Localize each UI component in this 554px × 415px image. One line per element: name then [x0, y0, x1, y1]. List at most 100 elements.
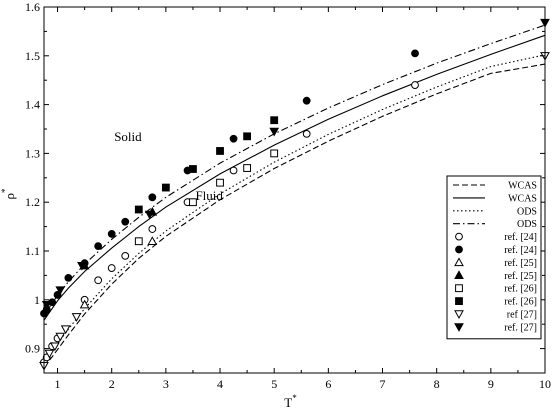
data-point-circle-open	[148, 225, 157, 233]
data-point-circle-filled	[94, 242, 103, 251]
legend-label: ODS	[517, 219, 537, 230]
data-point-square-filled	[270, 116, 279, 125]
x-tick-label: 5	[271, 377, 277, 391]
x-tick-label: 4	[217, 377, 223, 391]
data-point-triangle-down-filled	[41, 300, 52, 310]
data-point-circle-filled	[302, 96, 311, 105]
data-point-triangle-down-open	[44, 349, 55, 359]
x-axis-label-sup: *	[292, 393, 297, 403]
data-point-circle-filled	[148, 193, 157, 202]
data-point-triangle-down-open	[49, 342, 60, 352]
data-point-circle-filled	[121, 217, 130, 226]
series-0	[43, 63, 546, 368]
legend-label: ref. [24]	[504, 232, 537, 243]
y-axis-label-main: ρ	[2, 193, 17, 200]
x-tick-label: 1	[55, 377, 61, 391]
data-point-square-open	[189, 198, 197, 207]
data-point-circle-open	[107, 264, 116, 272]
series-9	[134, 116, 279, 214]
legend-swatch-marker	[454, 257, 464, 267]
y-tick-label: 0.9	[25, 342, 40, 356]
x-tick-label: 2	[109, 377, 115, 391]
y-tick-label: 1.4	[25, 98, 40, 112]
legend-label: ref. [25]	[504, 271, 537, 282]
data-point-triangle-up-open	[79, 299, 90, 309]
series-line-dashed	[43, 63, 546, 368]
x-tick-label: 7	[380, 377, 386, 391]
data-point-square-open	[134, 237, 143, 246]
legend-label: WCAS	[508, 193, 537, 204]
series-8	[134, 149, 279, 246]
series-7	[79, 206, 158, 270]
data-point-circle-filled	[107, 230, 116, 238]
x-tick-label: 3	[163, 377, 169, 391]
series-6	[79, 236, 158, 309]
legend-entry: ref. [24]	[455, 232, 537, 243]
data-point-square-filled	[161, 183, 170, 192]
legend-entry: ref. [25]	[454, 257, 537, 269]
data-point-square-filled	[189, 165, 197, 173]
series-1	[43, 34, 546, 321]
data-point-triangle-down-filled	[55, 286, 66, 296]
y-tick-label: 1.3	[25, 146, 40, 160]
legend-label: ref [27]	[507, 310, 537, 321]
x-tick-label: 6	[325, 377, 331, 391]
y-tick-label: 1	[34, 293, 40, 307]
x-tick-label: 9	[488, 377, 494, 391]
legend-entry: ref. [25]	[454, 270, 537, 282]
data-point-circle-filled	[229, 134, 238, 143]
legend-label: WCAS	[508, 181, 537, 192]
series-4	[40, 81, 419, 367]
data-point-triangle-down-open	[60, 325, 71, 335]
data-point-square-open	[270, 149, 279, 158]
legend-swatch-marker	[454, 270, 464, 279]
legend-entry: WCAS	[453, 193, 537, 204]
data-point-triangle-down-open	[55, 332, 66, 342]
region-label: Fluid	[195, 188, 223, 203]
data-point-circle-open	[302, 129, 311, 138]
data-point-triangle-down-open	[71, 313, 82, 322]
series-11	[41, 18, 550, 310]
legend-entry: ref. [26]	[455, 297, 537, 308]
data-point-circle-open	[121, 251, 130, 260]
x-tick-label: 10	[539, 377, 551, 391]
legend-entry: ODS	[453, 206, 537, 217]
legend-swatch-marker	[454, 323, 464, 332]
legend-entry: ref. [27]	[454, 322, 537, 333]
legend-swatch-marker	[454, 310, 464, 320]
legend-swatch-marker	[455, 245, 463, 254]
data-point-square-filled	[134, 205, 143, 214]
legend-label: ref. [25]	[504, 258, 537, 269]
legend-swatch-marker	[455, 232, 463, 241]
y-tick-label: 1.6	[25, 0, 40, 14]
x-axis-label: T*	[284, 393, 297, 410]
legend-label: ref. [26]	[504, 284, 537, 295]
data-point-square-open	[216, 178, 224, 187]
y-axis-label-sup: *	[0, 188, 10, 193]
data-point-triangle-down-filled	[77, 261, 87, 271]
legend-entry: ref [27]	[454, 310, 537, 321]
data-point-triangle-up-open	[147, 236, 158, 245]
x-axis-label-main: T	[284, 395, 292, 410]
legend-entry: ODS	[453, 219, 537, 230]
data-point-circle-open	[94, 276, 103, 285]
series-line-solid	[43, 34, 546, 321]
data-point-square-open	[243, 164, 252, 172]
data-point-circle-filled	[411, 49, 419, 58]
y-axis-label: ρ*	[0, 188, 17, 200]
legend-entry: WCAS	[453, 181, 537, 192]
legend-swatch-marker	[455, 297, 463, 306]
x-tick-label: 8	[434, 377, 440, 391]
data-point-circle-open	[411, 81, 419, 89]
data-point-square-filled	[216, 147, 224, 155]
data-point-square-filled	[243, 132, 252, 141]
y-tick-label: 1.2	[25, 195, 40, 209]
legend-label: ref. [24]	[504, 245, 537, 256]
annotations: Solid Fluid	[114, 129, 223, 203]
data-point-circle-open	[229, 166, 238, 175]
legend-label: ref. [26]	[504, 297, 537, 308]
data-point-circle-filled	[64, 273, 73, 282]
